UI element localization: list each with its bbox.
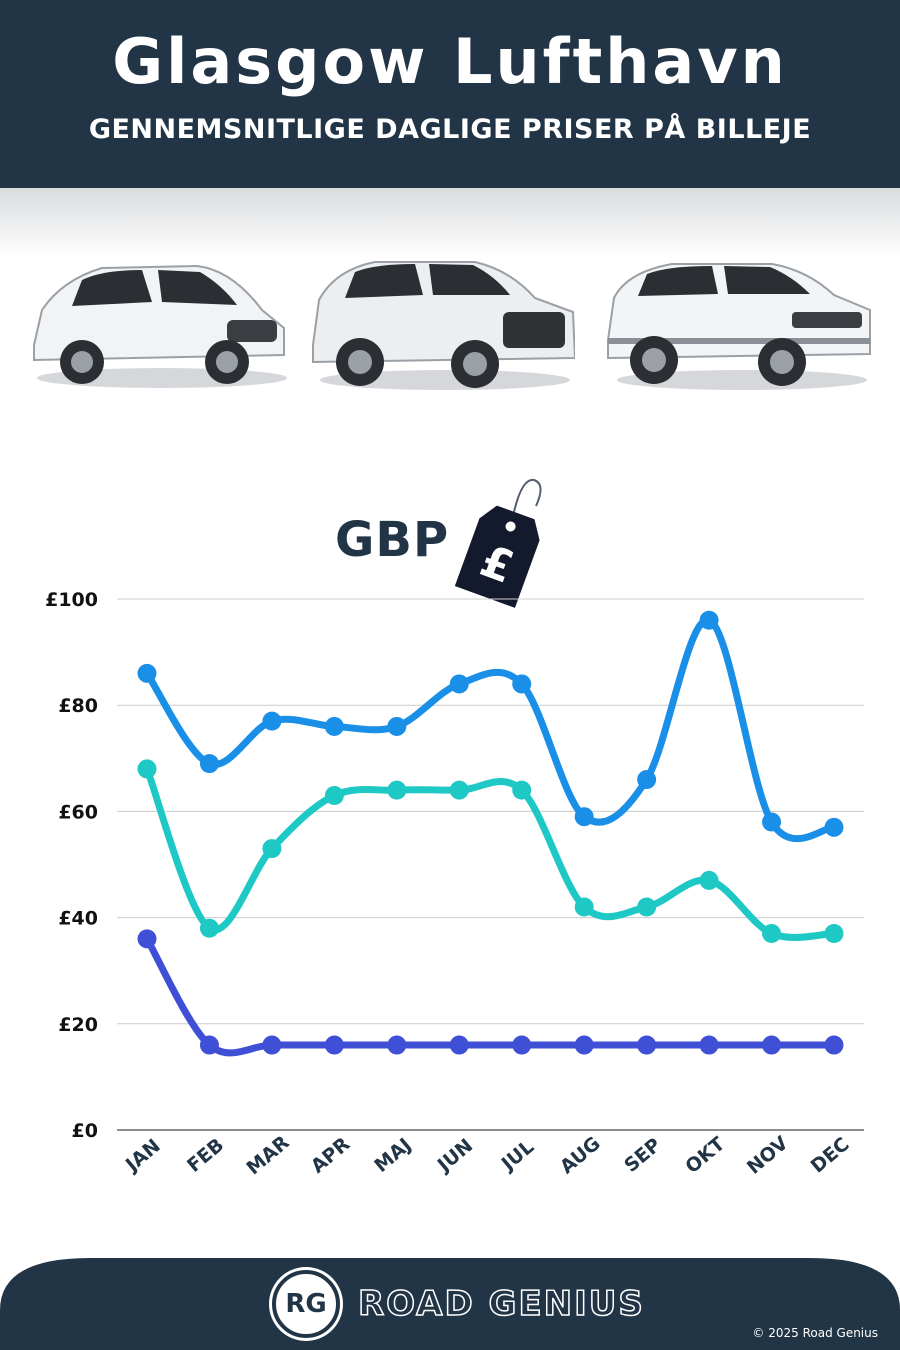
luxury-suv-car-icon — [602, 250, 872, 400]
data-point-premium — [574, 807, 594, 827]
x-tick-label: MAR — [243, 1131, 294, 1179]
data-point-premium — [449, 674, 469, 694]
data-point-premium — [762, 812, 782, 832]
series-line-mellem — [143, 765, 838, 941]
category-badge-billig: BILLIG — [114, 410, 208, 439]
y-tick-label: £20 — [58, 1014, 98, 1036]
x-tick-label: SEP — [620, 1134, 665, 1177]
data-point-premium — [199, 754, 219, 774]
x-tick-label: JAN — [120, 1135, 165, 1177]
brand-name: ROAD GENIUS — [357, 1283, 645, 1325]
data-point-mellem — [637, 897, 657, 917]
header-banner: Glasgow Lufthavn GENNEMSNITLIGE DAGLIGE … — [0, 0, 900, 188]
data-point-premium — [824, 817, 844, 837]
series-line-premium — [143, 616, 838, 843]
page-title: Glasgow Lufthavn — [112, 25, 788, 98]
hatchback-car-icon — [22, 250, 292, 400]
x-tick-label: AUG — [556, 1132, 605, 1178]
data-point-mellem — [574, 897, 594, 917]
data-point-billig — [512, 1035, 532, 1055]
data-point-billig — [199, 1035, 219, 1055]
data-point-premium — [512, 674, 532, 694]
data-point-premium — [137, 663, 157, 683]
page-subtitle: GENNEMSNITLIGE DAGLIGE PRISER PÅ BILLEJE — [88, 114, 812, 145]
data-point-billig — [324, 1035, 344, 1055]
data-point-mellem — [512, 780, 532, 800]
series-line-billig — [143, 935, 838, 1057]
y-tick-label: £80 — [58, 695, 98, 717]
x-tick-label: DEC — [807, 1133, 854, 1177]
data-point-mellem — [762, 924, 782, 944]
suv-car-icon — [305, 250, 575, 400]
y-tick-label: £100 — [45, 589, 98, 611]
data-point-billig — [637, 1035, 657, 1055]
line-chart: £0 £20 £40 £60 £80 £100 JAN FEB MAR APR MAJ JUN JUL… — [45, 589, 864, 1179]
y-tick-label: £0 — [72, 1120, 98, 1142]
x-tick-label: OKT — [681, 1133, 729, 1178]
price-tag-icon: £ — [452, 470, 552, 610]
y-tick-label: £60 — [58, 801, 98, 823]
data-point-premium — [637, 770, 657, 790]
data-point-mellem — [137, 759, 157, 779]
category-badge-premium: PREMIUM — [672, 410, 810, 439]
data-point-mellem — [824, 924, 844, 944]
x-tick-label: JUL — [496, 1136, 538, 1176]
data-point-premium — [262, 711, 282, 731]
data-point-mellem — [324, 785, 344, 805]
data-point-billig — [699, 1035, 719, 1055]
data-point-mellem — [699, 870, 719, 890]
data-point-billig — [262, 1035, 282, 1055]
brand-logo-badge: RG — [272, 1270, 340, 1338]
copyright-text: © 2025 Road Genius — [752, 1326, 878, 1340]
x-tick-label: MAJ — [370, 1134, 415, 1177]
currency-label: GBP — [335, 512, 450, 568]
header-shadow — [0, 188, 900, 258]
data-point-premium — [387, 716, 407, 736]
x-tick-label: NOV — [743, 1132, 793, 1179]
x-tick-label: APR — [307, 1133, 355, 1178]
data-point-premium — [324, 716, 344, 736]
x-tick-label: FEB — [183, 1134, 228, 1177]
category-badge-mellem: MELLEM — [391, 410, 511, 439]
data-point-billig — [137, 929, 157, 949]
data-point-billig — [762, 1035, 782, 1055]
data-point-mellem — [262, 839, 282, 859]
data-point-billig — [449, 1035, 469, 1055]
data-point-billig — [824, 1035, 844, 1055]
data-point-billig — [387, 1035, 407, 1055]
y-tick-label: £40 — [58, 908, 98, 930]
footer-bar — [0, 1250, 900, 1350]
data-point-mellem — [449, 780, 469, 800]
data-point-billig — [574, 1035, 594, 1055]
data-point-mellem — [199, 918, 219, 938]
data-point-premium — [699, 610, 719, 630]
x-tick-label: JUN — [432, 1135, 477, 1178]
data-point-mellem — [387, 780, 407, 800]
